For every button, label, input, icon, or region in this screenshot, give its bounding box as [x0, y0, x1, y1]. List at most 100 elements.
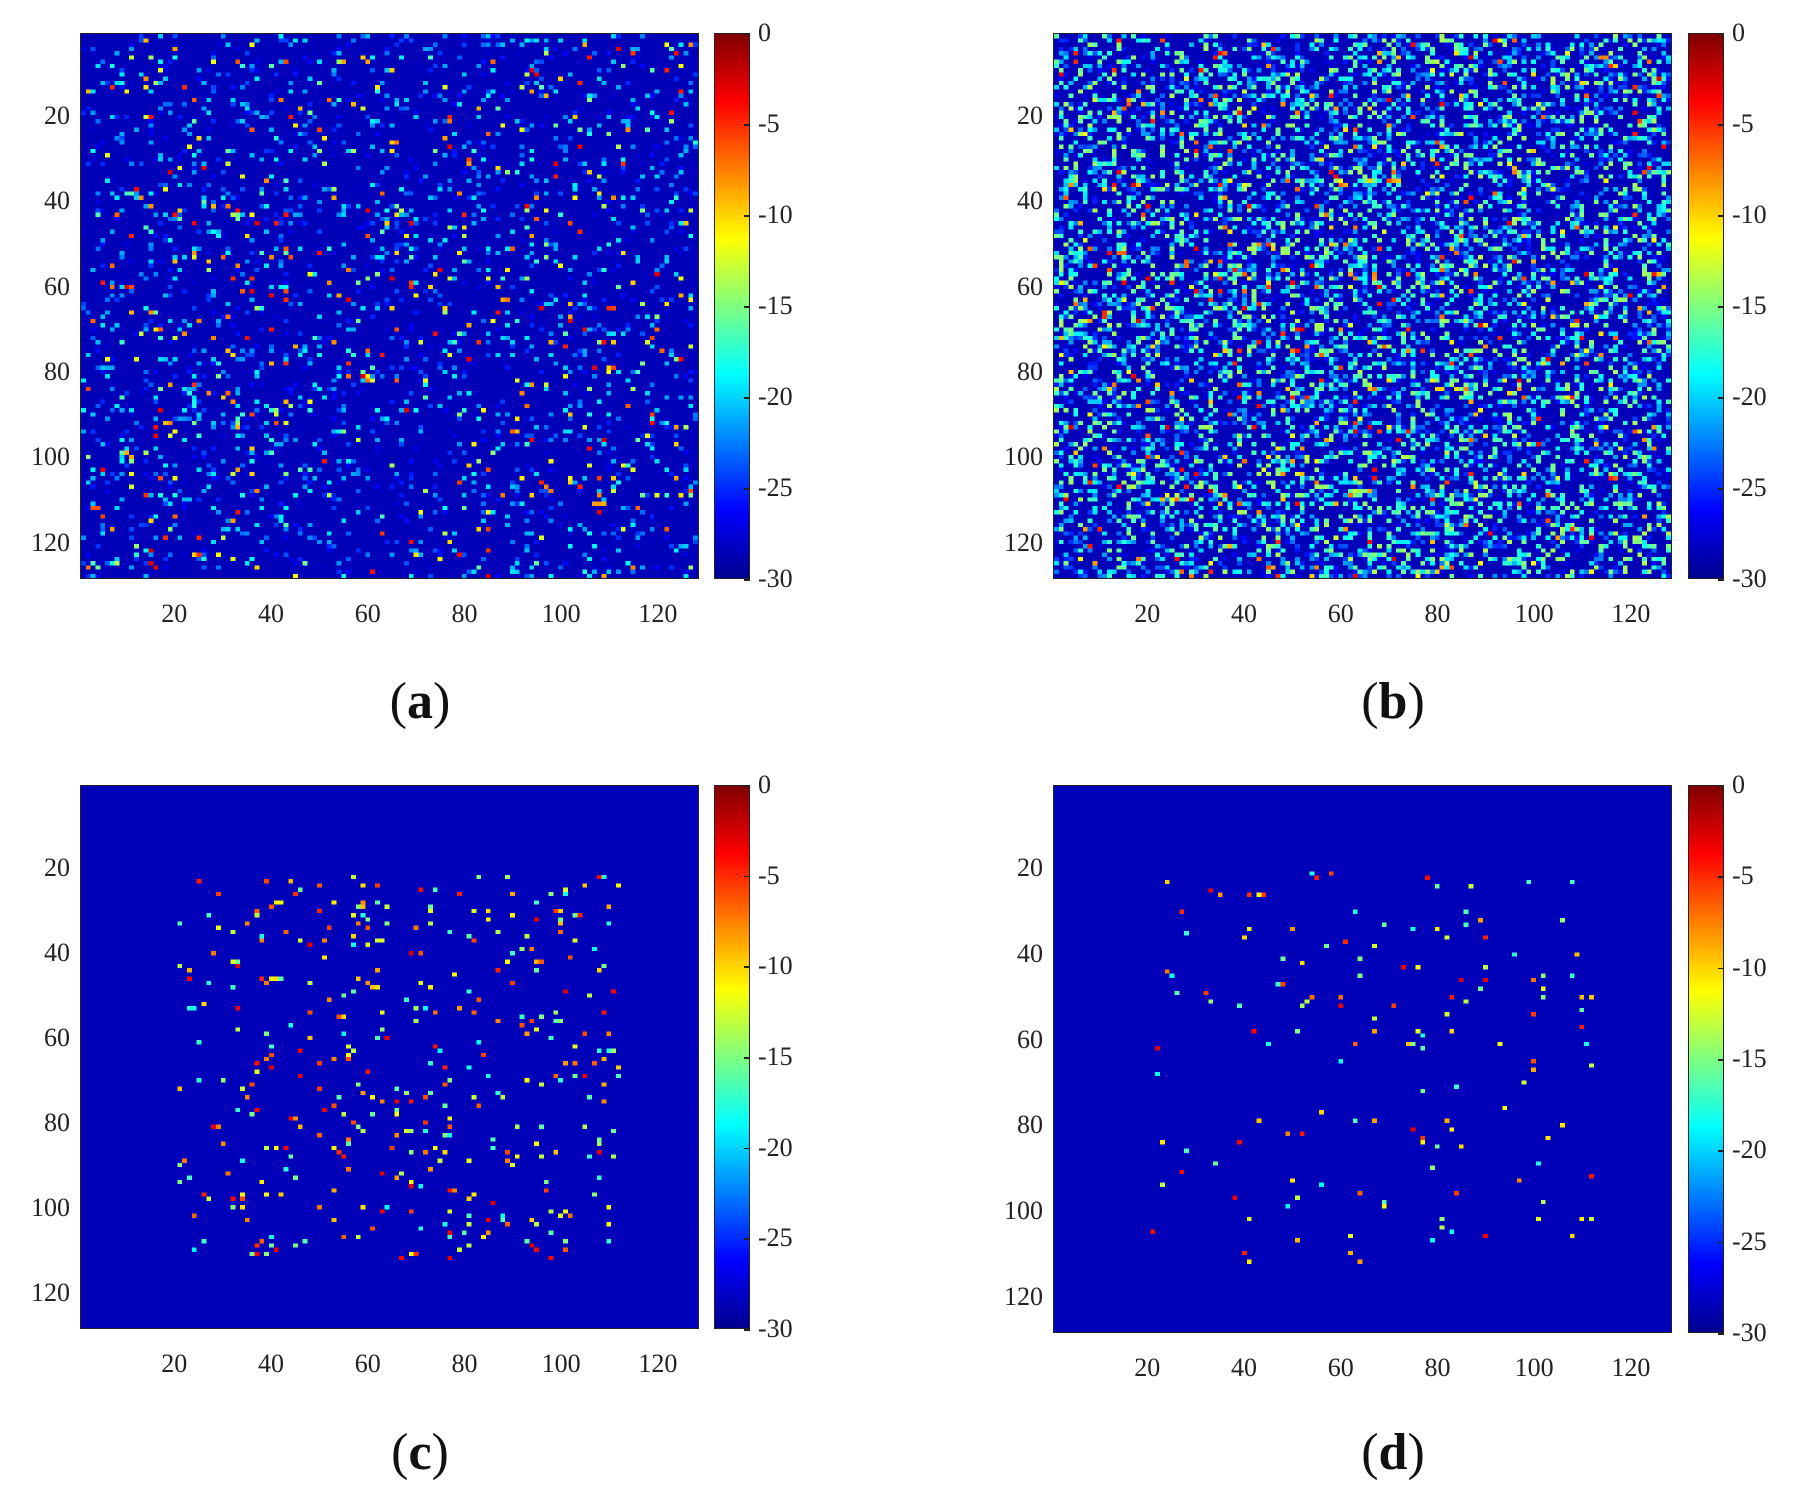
- colorbar-tick-mark: [744, 215, 750, 217]
- y-tick-label: 80: [44, 357, 70, 387]
- y-tick-label: 20: [44, 101, 70, 131]
- colorbar-tick-label: -15: [758, 1042, 793, 1071]
- colorbar-tick-mark: [1718, 876, 1724, 878]
- y-tick-label: 120: [1004, 1281, 1043, 1311]
- x-tick-label: 80: [451, 1349, 478, 1378]
- colorbar-tick-label: -30: [1732, 1318, 1767, 1347]
- colorbar-tick-label: -20: [758, 382, 793, 411]
- colorbar-tick-mark: [1718, 124, 1724, 126]
- colorbar-tick-label: -10: [1732, 952, 1767, 982]
- colorbar-tick-label: -20: [1732, 382, 1767, 411]
- colorbar-tick-label: -15: [758, 291, 793, 320]
- y-tick-label: 100: [1004, 1195, 1043, 1225]
- y-tick-label: 120: [31, 527, 70, 557]
- colorbar-tick-mark: [744, 579, 750, 581]
- colorbar-tick-label: -25: [1732, 473, 1767, 502]
- x-tick-label: 80: [451, 599, 478, 628]
- colorbar-tick-label: -25: [1732, 1226, 1767, 1256]
- y-tick-label: 80: [44, 1107, 70, 1137]
- y-tick-label: 20: [1017, 853, 1043, 883]
- y-tick-label: 100: [31, 442, 70, 472]
- x-tick-label: 20: [1134, 1353, 1161, 1382]
- colorbar-tick-label: 0: [1732, 18, 1745, 47]
- colorbar-tick-label: -30: [758, 564, 793, 593]
- colorbar-tick-mark: [1718, 785, 1724, 787]
- colorbar-tick-mark: [1718, 579, 1724, 581]
- colorbar-tick-label: -10: [758, 200, 793, 229]
- x-tick-label: 100: [541, 599, 581, 628]
- colorbar-tick-mark: [744, 306, 750, 308]
- colorbar-tick-label: 0: [1732, 770, 1745, 799]
- y-tick-label: 60: [44, 271, 70, 301]
- colorbar-tick-mark: [1718, 967, 1724, 970]
- x-tick-label: 40: [258, 599, 285, 628]
- colorbar-tick-mark: [1718, 1059, 1724, 1061]
- panel-label-a: (a): [389, 673, 451, 730]
- x-tick-label: 100: [1514, 599, 1554, 628]
- x-tick-label: 60: [354, 1349, 381, 1378]
- colorbar-tick-mark: [1718, 1150, 1724, 1152]
- y-tick-label: 80: [1017, 357, 1043, 387]
- x-tick-label: 40: [258, 1349, 285, 1378]
- colorbar-tick-label: -10: [758, 951, 793, 981]
- colorbar-tick-label: -30: [758, 1314, 793, 1343]
- y-tick-label: 20: [1017, 101, 1043, 131]
- y-tick-label: 80: [1017, 1110, 1043, 1140]
- colorbar-tick-label: -5: [758, 109, 780, 138]
- colorbar-tick-mark: [744, 488, 750, 490]
- colorbar-tick-mark: [1718, 215, 1724, 217]
- colorbar-tick-label: -10: [1732, 200, 1767, 229]
- x-tick-label: 60: [354, 599, 381, 628]
- heatmap-d: [1053, 785, 1672, 1333]
- y-tick-label: 120: [31, 1277, 70, 1307]
- x-tick-label: 80: [1424, 599, 1451, 628]
- colorbar-tick-label: -20: [1732, 1135, 1767, 1165]
- y-tick-label: 40: [44, 937, 70, 967]
- colorbar-tick-mark: [744, 1329, 750, 1331]
- panel-label-c: (c): [391, 1424, 449, 1481]
- colorbar-tick-mark: [744, 966, 750, 968]
- x-tick-label: 120: [638, 599, 678, 628]
- y-tick-label: 120: [1004, 527, 1043, 557]
- x-tick-label: 80: [1424, 1353, 1451, 1382]
- heatmap-a: [80, 33, 699, 579]
- colorbar-tick-mark: [744, 1238, 750, 1240]
- panel-label-b: (b): [1361, 673, 1425, 730]
- colorbar-tick-mark: [744, 875, 750, 878]
- colorbar-tick-mark: [1718, 33, 1724, 35]
- y-tick-label: 60: [44, 1022, 70, 1052]
- x-tick-label: 20: [161, 599, 188, 628]
- x-tick-label: 120: [1611, 599, 1651, 628]
- y-tick-label: 20: [44, 852, 70, 882]
- colorbar-tick-label: -30: [1732, 564, 1767, 593]
- colorbar-tick-label: -25: [758, 1223, 793, 1253]
- colorbar-tick-mark: [744, 33, 750, 35]
- colorbar-tick-mark: [1718, 488, 1724, 490]
- x-tick-label: 60: [1327, 1353, 1354, 1382]
- colorbar-tick-mark: [744, 1147, 750, 1150]
- x-tick-label: 20: [1134, 599, 1161, 628]
- x-tick-label: 60: [1327, 599, 1354, 628]
- colorbar-tick-label: -15: [1732, 1044, 1767, 1073]
- colorbar-tick-label: -15: [1732, 291, 1767, 320]
- colorbar-tick-label: -5: [1732, 109, 1754, 138]
- heatmap-c: [80, 785, 699, 1329]
- panel-label-d: (d): [1361, 1424, 1425, 1481]
- colorbar-tick-mark: [1718, 1333, 1724, 1335]
- y-tick-label: 100: [31, 1192, 70, 1222]
- x-tick-label: 20: [161, 1349, 188, 1378]
- y-tick-label: 40: [1017, 186, 1043, 216]
- heatmap-b: [1053, 33, 1672, 579]
- y-tick-label: 40: [44, 186, 70, 216]
- x-tick-label: 100: [541, 1349, 581, 1378]
- colorbar-tick-mark: [744, 124, 750, 126]
- y-tick-label: 60: [1017, 1024, 1043, 1054]
- x-tick-label: 40: [1231, 1353, 1258, 1382]
- colorbar-tick-mark: [744, 1057, 750, 1059]
- colorbar-tick-mark: [744, 785, 750, 787]
- x-tick-label: 120: [638, 1349, 678, 1378]
- colorbar-tick-label: -5: [758, 860, 780, 890]
- y-tick-label: 40: [1017, 939, 1043, 969]
- colorbar-tick-label: 0: [758, 770, 771, 799]
- x-tick-label: 120: [1611, 1353, 1651, 1382]
